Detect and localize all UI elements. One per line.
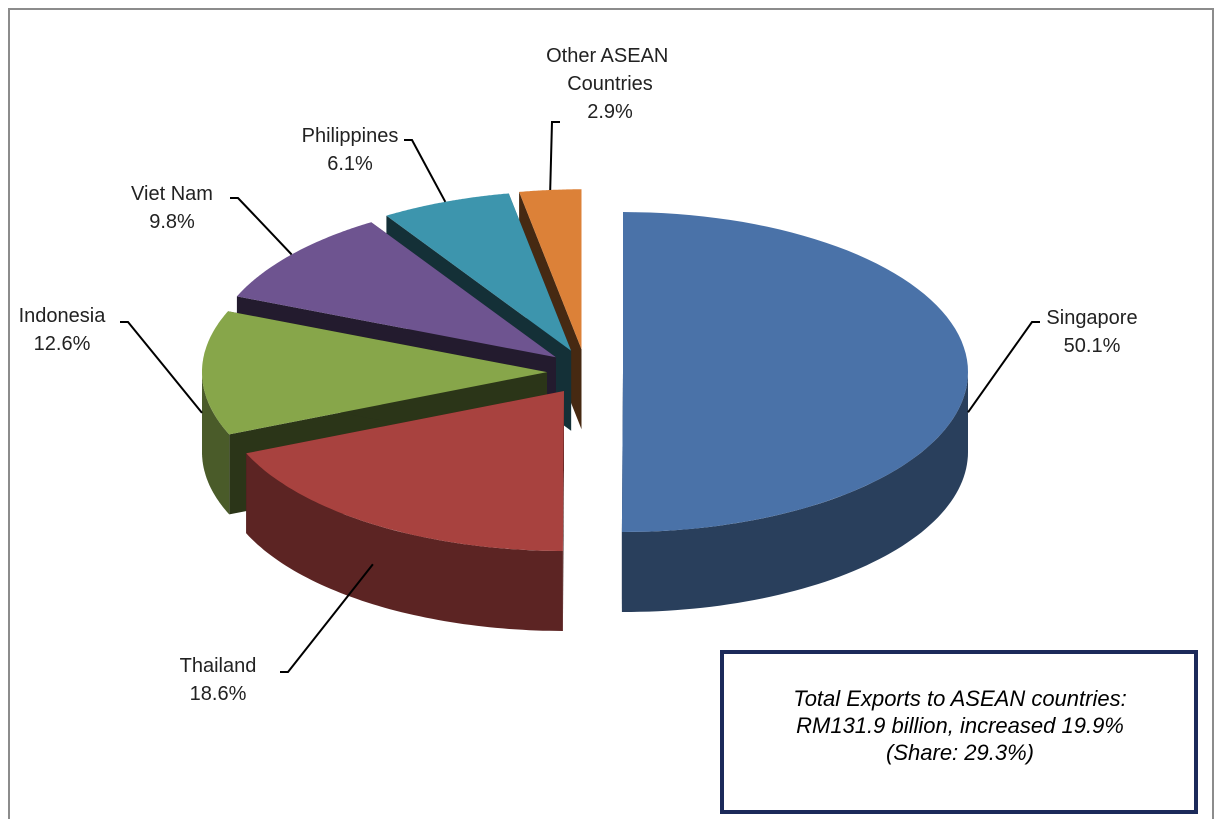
annotation-line: RM131.9 billion, increased 19.9% [796,713,1124,738]
leader-line [120,321,203,414]
slice-wall [246,453,563,631]
value-label: 50.1% [1064,335,1121,357]
leader-line [549,121,560,191]
value-label: 2.9% [587,101,633,123]
slice-wall [621,372,968,612]
slice [246,391,564,631]
leader-line [280,563,374,673]
category-label: Indonesia [19,305,107,327]
value-label: 18.6% [190,683,247,705]
labels: Singapore 50.1% Thailand 18.6% Indonesia 12.6… [19,45,1138,705]
slice-top [246,391,564,551]
category-label: Singapore [1046,307,1137,329]
leader-line [404,139,447,203]
slice-top [621,212,968,532]
value-label: 9.8% [149,211,195,233]
value-label: 12.6% [34,333,91,355]
annotation-box [720,650,1198,814]
value-label: 6.1% [327,153,373,175]
slice [621,212,968,612]
category-label: Thailand [180,655,257,677]
pie [202,189,968,631]
slice-wall [202,372,230,515]
leader-line [967,321,1040,413]
annotation-line: Total Exports to ASEAN countries: [793,686,1126,711]
slice-top [202,311,547,435]
category-label: Other ASEAN Countries [546,45,674,95]
category-label: Philippines [302,125,399,147]
slice-top [519,189,582,350]
category-label: Viet Nam [131,183,213,205]
slice-top [386,193,572,351]
slice-top [236,222,556,358]
annotation-line: (Share: 29.3%) [886,740,1034,765]
leader-line [230,197,293,256]
